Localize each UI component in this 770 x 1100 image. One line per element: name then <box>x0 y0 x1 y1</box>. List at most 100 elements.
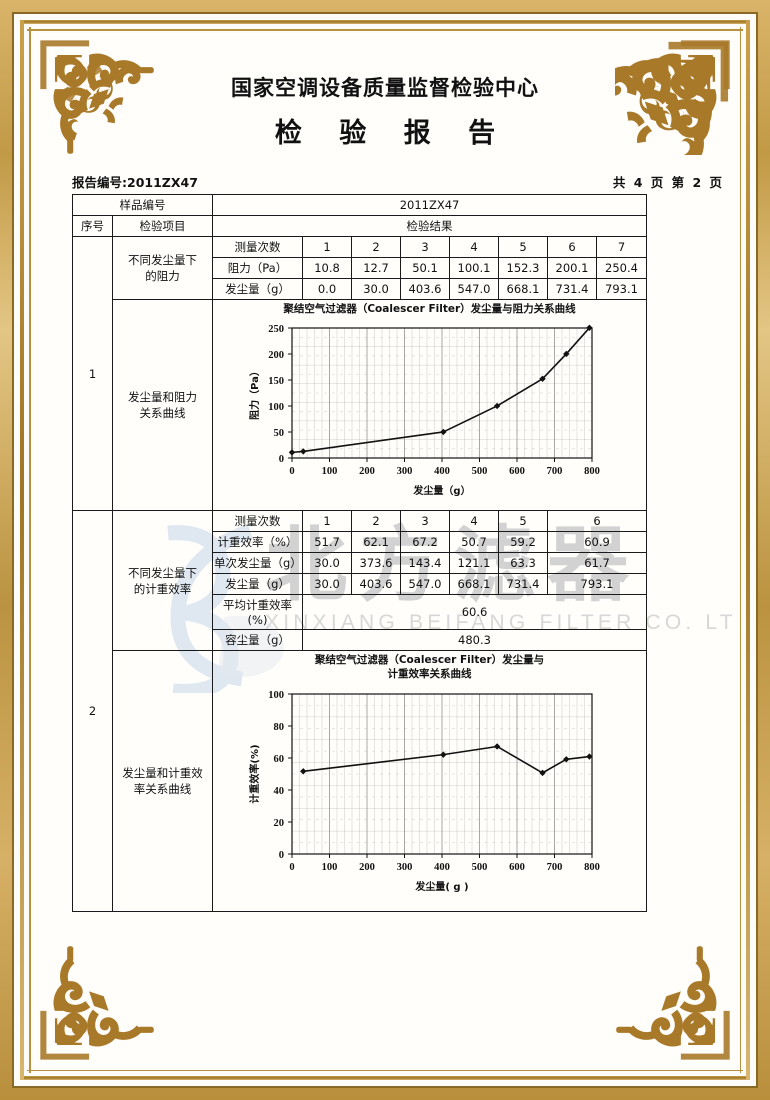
col-header-item: 检验项目 <box>112 215 213 237</box>
svg-text:300: 300 <box>396 862 412 873</box>
svg-text:100: 100 <box>268 402 284 413</box>
gold-line-top <box>27 29 743 31</box>
col-header-seq: 序号 <box>72 215 113 237</box>
section1-chart-label-line2: 关系曲线 <box>139 406 186 421</box>
svg-text:200: 200 <box>359 862 375 873</box>
s2-row2-c1: 373.6 <box>351 552 401 575</box>
gold-band-bottom <box>20 1076 750 1080</box>
gold-line-bottom <box>27 1069 743 1071</box>
svg-text:600: 600 <box>509 466 525 477</box>
s2-row1-c4: 59.2 <box>498 531 548 554</box>
section2-chart-label-line1: 发尘量和计重效 <box>122 765 203 780</box>
svg-text:计重效率(%): 计重效率(%) <box>248 744 261 803</box>
svg-text:40: 40 <box>273 786 284 797</box>
s1-row2-c3: 547.0 <box>449 278 499 300</box>
section1-chart-label: 发尘量和阻力 关系曲线 <box>112 298 213 512</box>
section2-chart-label-line2: 率关系曲线 <box>133 781 192 796</box>
dust-capacity-value: 480.3 <box>301 629 648 652</box>
svg-text:800: 800 <box>584 862 600 873</box>
s1-row2-c5: 731.4 <box>547 278 597 300</box>
s2-row0-c2: 3 <box>400 510 450 533</box>
svg-text:700: 700 <box>546 466 562 477</box>
s1-row1-c5: 200.1 <box>547 257 597 279</box>
col-header-result: 检验结果 <box>211 215 648 237</box>
page-title: 国家空调设备质量监督检验中心 <box>231 76 539 100</box>
table-row-sample: 样品编号 2011ZX47 <box>72 194 648 216</box>
s1-row0-c5: 6 <box>547 236 597 258</box>
svg-text:150: 150 <box>268 376 284 387</box>
table-row: 2 不同发尘量下 的计重效率 测量次数 1 2 3 4 5 6 <box>72 510 648 912</box>
table-row: 单次发尘量（g） 30.0 373.6 143.4 121.1 63.3 61.… <box>73 552 648 575</box>
svg-text:250: 250 <box>268 324 284 335</box>
svg-text:发尘量( g ): 发尘量( g ) <box>414 880 468 893</box>
s2-row0-c4: 5 <box>498 510 548 533</box>
s1-row0-header: 测量次数 <box>212 236 303 258</box>
s1-row0-c1: 2 <box>351 236 401 258</box>
svg-text:100: 100 <box>321 862 337 873</box>
s2-row0-c3: 4 <box>449 510 499 533</box>
section2-chart-label: 发尘量和计重效 率关系曲线 <box>112 650 213 912</box>
section1-seq: 1 <box>72 235 113 512</box>
section1-chart-label-line1: 发尘量和阻力 <box>128 390 197 405</box>
gold-line-left <box>29 27 31 1073</box>
s2-row2-c2: 143.4 <box>400 552 450 575</box>
s1-row1-c1: 12.7 <box>351 257 401 279</box>
svg-text:500: 500 <box>471 862 487 873</box>
table-row: 阻力（Pa） 10.8 12.7 50.1 100.1 152.3 200.1 … <box>73 257 648 279</box>
svg-text:400: 400 <box>434 466 450 477</box>
section2-item-label: 不同发尘量下 的计重效率 <box>112 510 213 652</box>
svg-text:100: 100 <box>321 466 337 477</box>
dust-capacity-label: 容尘量（g） <box>212 629 303 652</box>
svg-text:20: 20 <box>273 818 284 829</box>
s2-row0-c0: 1 <box>302 510 352 533</box>
report-page: 北方滤器 XINXIANG BEIFANG FILTER CO. LTD 国家空… <box>33 33 737 1067</box>
s1-row0-c0: 1 <box>302 236 352 258</box>
s1-row0-c3: 4 <box>449 236 499 258</box>
table-row-chart2: 发尘量和计重效 率关系曲线 聚结空气过滤器（Coalescer Filter）发… <box>73 650 648 912</box>
chart-2-plot: 0 100 200 300 400 500 600 700 800 0 20 40 60 80 100 发尘量… <box>248 690 600 893</box>
svg-text:80: 80 <box>273 722 284 733</box>
s1-row2-header: 发尘量（g） <box>212 278 303 300</box>
s2-row3-c2: 547.0 <box>400 573 450 596</box>
s1-row2-c1: 30.0 <box>351 278 401 300</box>
svg-text:500: 500 <box>471 466 487 477</box>
gold-band-right <box>746 20 750 1080</box>
s2-row2-c3: 121.1 <box>449 552 499 575</box>
section1-item-label-line1: 不同发尘量下 <box>128 253 197 267</box>
s2-row2-c5: 61.7 <box>546 552 648 575</box>
average-efficiency-value: 60.6 <box>301 594 648 631</box>
chart-2-title-line2: 计重效率关系曲线 <box>387 668 472 681</box>
chart-1-title: 聚结空气过滤器（Coalescer Filter）发尘量与阻力关系曲线 <box>283 303 576 315</box>
s1-row0-c4: 5 <box>498 236 548 258</box>
svg-text:0: 0 <box>289 862 294 873</box>
svg-text:0: 0 <box>278 454 283 465</box>
svg-text:800: 800 <box>584 466 600 477</box>
gold-band-top <box>20 20 750 24</box>
s2-row1-c1: 62.1 <box>351 531 401 554</box>
s1-row0-c2: 3 <box>400 236 450 258</box>
svg-text:发尘量（g）: 发尘量（g） <box>412 484 470 497</box>
s2-row1-c5: 60.9 <box>546 531 648 554</box>
document-title: 检 验 报 告 <box>274 118 510 149</box>
svg-text:50: 50 <box>273 428 284 439</box>
s2-row2-c0: 30.0 <box>302 552 352 575</box>
svg-text:300: 300 <box>396 466 412 477</box>
s2-row1-header: 计重效率（%） <box>212 531 303 554</box>
s1-row2-c6: 793.1 <box>595 278 648 300</box>
gold-line-right <box>739 27 741 1073</box>
s2-row1-c0: 51.7 <box>302 531 352 554</box>
s1-row1-c2: 50.1 <box>400 257 450 279</box>
section2-item-label-line1: 不同发尘量下 <box>128 565 197 580</box>
chart-2-title: 聚结空气过滤器（Coalescer Filter）发尘量与 计重效率关系曲线 <box>214 653 645 681</box>
gold-band-left <box>20 20 24 1080</box>
svg-text:600: 600 <box>509 862 525 873</box>
chart-2-cell: 聚结空气过滤器（Coalescer Filter）发尘量与 计重效率关系曲线 0… <box>211 650 648 912</box>
table-row: 1 不同发尘量下 的阻力 测量次数 1 2 3 4 5 6 7 <box>72 235 648 512</box>
s2-row0-c5: 6 <box>546 510 648 533</box>
svg-text:200: 200 <box>359 466 375 477</box>
report-meta: 报告编号:2011ZX47 共 4 页 第 2 页 <box>72 172 724 191</box>
section1-item-label-line2: 的阻力 <box>145 269 180 283</box>
s1-row1-c6: 250.4 <box>595 257 648 279</box>
section1-item-label: 不同发尘量下 的阻力 <box>112 236 213 300</box>
svg-text:200: 200 <box>268 350 284 361</box>
